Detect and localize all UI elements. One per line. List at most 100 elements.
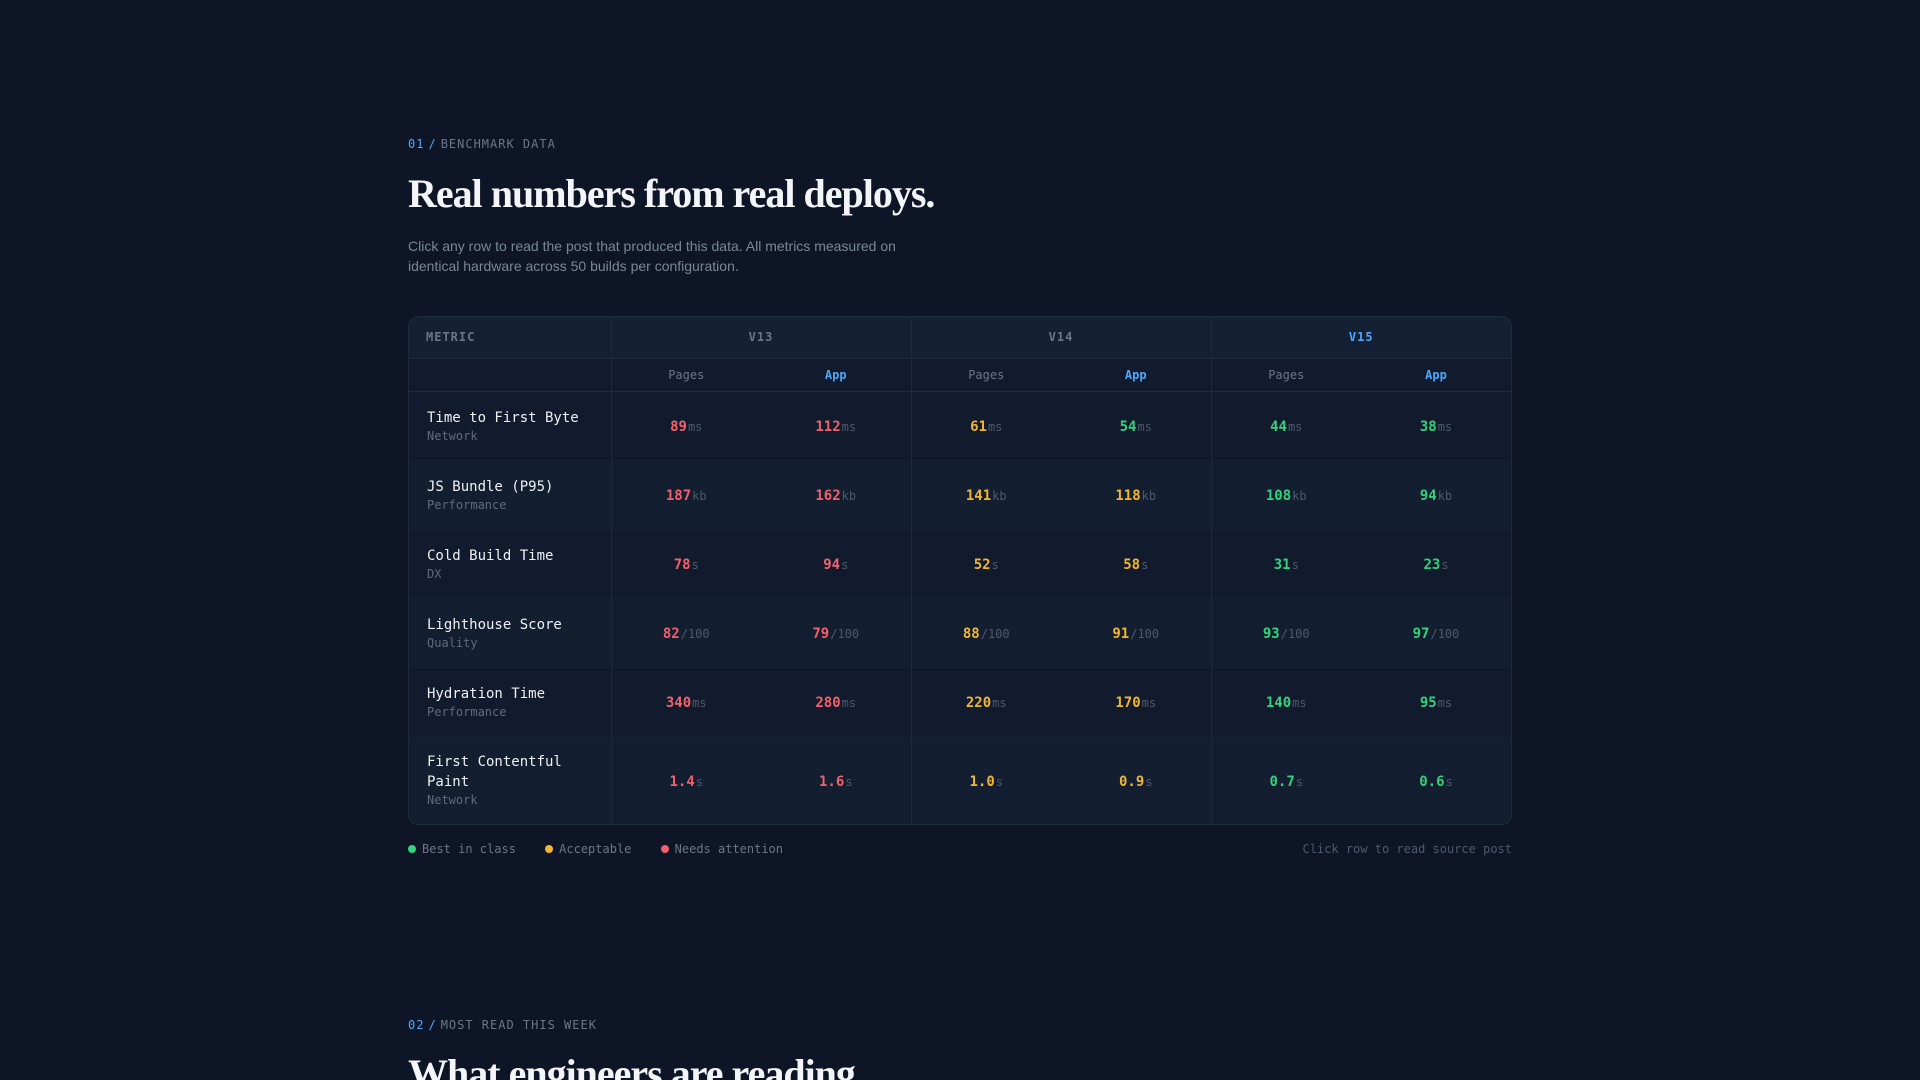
metric-cell: Cold Build Time DX xyxy=(409,529,611,598)
metric-sub-header-empty xyxy=(409,358,611,392)
metric-value: 118 xyxy=(1115,488,1141,504)
metric-value: 340 xyxy=(665,695,692,711)
value-cell: 118kb xyxy=(1061,460,1211,529)
section-label: BENCHMARK DATA xyxy=(440,137,556,151)
value-cell: 97/100 xyxy=(1361,598,1511,667)
value-cell: 280ms xyxy=(761,667,911,736)
metric-column-header: METRIC xyxy=(409,317,611,359)
legend-dot-green xyxy=(408,845,416,853)
value-cell: 58s xyxy=(1061,529,1211,598)
metric-value: 97 xyxy=(1412,626,1430,642)
value-cell: 93/100 xyxy=(1210,598,1361,667)
section-label: MOST READ THIS WEEK xyxy=(440,1018,597,1032)
value-cell: 89ms xyxy=(610,391,761,460)
metric-name: Cold Build Time xyxy=(427,547,554,564)
metric-value: 44 xyxy=(1270,419,1287,435)
metric-value: 162 xyxy=(815,488,841,504)
value-cell: 54ms xyxy=(1061,391,1211,460)
metric-value: 0.9 xyxy=(1118,773,1145,790)
legend-label: Acceptable xyxy=(559,842,632,856)
value-cell: 1.6s xyxy=(761,736,911,824)
metric-unit: s xyxy=(1295,774,1304,789)
value-cell: 91/100 xyxy=(1061,598,1211,667)
metric-value: 140 xyxy=(1265,695,1292,711)
value-cell: 220ms xyxy=(910,667,1061,736)
legend-item-attention: Needs attention xyxy=(660,842,784,856)
table-row[interactable]: Hydration Time Performance 340 ms 280ms 220ms… xyxy=(409,667,1511,736)
section-eyebrow: 01/BENCHMARK DATA xyxy=(408,137,556,151)
metric-unit: s xyxy=(1291,558,1299,572)
metric-value: 52 xyxy=(973,557,991,573)
section-title: What engineers are reading xyxy=(408,1051,856,1080)
metric-unit: ms xyxy=(841,420,857,434)
metric-value: 38 xyxy=(1419,419,1437,435)
sub-header-pages: Pages xyxy=(910,358,1061,392)
metric-cell: Time to First Byte Network xyxy=(409,391,611,460)
value-cell: 162kb xyxy=(761,460,911,529)
metric-value: 61 xyxy=(970,419,987,435)
metric-name: Lighthouse Score xyxy=(427,616,562,633)
metric-name: First Contentful Paint xyxy=(427,754,562,791)
metric-name: Hydration Time xyxy=(427,685,546,702)
table-row[interactable]: Time to First Byte Network 89ms 112ms 61ms 54… xyxy=(409,391,1511,460)
metric-unit: s xyxy=(1441,558,1449,572)
metric-value: 31 xyxy=(1273,557,1291,573)
metric-category: DX xyxy=(427,566,442,581)
metric-unit: s xyxy=(991,558,999,572)
metric-cell: Hydration Time Performance xyxy=(409,667,611,736)
metric-value: 88 xyxy=(962,626,980,642)
metric-unit: ms xyxy=(1292,696,1307,710)
metric-value: 91 xyxy=(1112,626,1130,642)
benchmark-table: METRIC V13 V14 V15 Pages App Pages App P… xyxy=(408,316,1512,825)
value-cell: 0.7s xyxy=(1210,736,1361,824)
table-sub-header: Pages App Pages App Pages App xyxy=(409,358,1511,392)
version-header-v14: V14 xyxy=(910,317,1211,359)
value-cell: 78s xyxy=(610,529,761,598)
metric-value: 0.7 xyxy=(1269,773,1295,790)
metric-unit: kb xyxy=(841,489,857,503)
metric-unit: /100 xyxy=(680,627,710,641)
value-cell: 38ms xyxy=(1361,391,1511,460)
metric-value: 54 xyxy=(1119,419,1137,435)
sub-header-app: App xyxy=(1061,358,1211,392)
version-header-v13: V13 xyxy=(610,317,911,359)
value-cell: 112ms xyxy=(761,391,911,460)
metric-value: 108 xyxy=(1265,488,1292,504)
sub-header-pages: Pages xyxy=(1210,358,1361,392)
table-row[interactable]: JS Bundle (P95) Performance 187kb 162kb 141k… xyxy=(409,460,1511,529)
metric-value: 89 xyxy=(670,419,687,435)
version-header-v15: V15 xyxy=(1210,317,1511,359)
legend-label: Needs attention xyxy=(674,842,784,856)
metric-unit: /100 xyxy=(1430,627,1460,641)
metric-unit: ms xyxy=(1437,420,1453,434)
value-cell: 79/100 xyxy=(761,598,911,667)
section-title: Real numbers from real deploys. xyxy=(408,171,935,216)
value-cell: 0.6s xyxy=(1361,736,1511,824)
table-row[interactable]: Cold Build Time DX 78s 94s 52s 58s 31s 23s xyxy=(409,529,1511,598)
table-row[interactable]: First Contentful Paint Network 1.4s 1.6s 1.0… xyxy=(409,736,1511,824)
metric-unit: /100 xyxy=(1280,627,1310,641)
value-cell: 23s xyxy=(1361,529,1511,598)
metric-cell: JS Bundle (P95) Performance xyxy=(409,460,611,529)
eyebrow-separator: / xyxy=(428,137,437,151)
value-cell: 95ms xyxy=(1361,667,1511,736)
table-row[interactable]: Lighthouse Score Quality 82/100 79/100 88/10… xyxy=(409,598,1511,667)
metric-unit: s xyxy=(1145,774,1153,789)
metric-value: 1.6 xyxy=(818,773,845,790)
metric-unit: kb xyxy=(1292,489,1307,503)
metric-unit: s xyxy=(841,558,849,572)
metric-category: Performance xyxy=(427,497,507,512)
metric-value: 94 xyxy=(1419,488,1437,504)
metric-value: 94 xyxy=(823,557,841,573)
value-cell: 44ms xyxy=(1210,391,1361,460)
value-cell: 88/100 xyxy=(910,598,1061,667)
legend-dot-amber xyxy=(545,845,554,853)
value-cell: 61ms xyxy=(910,391,1061,460)
value-cell: 82/100 xyxy=(610,598,761,667)
metric-name: Time to First Byte xyxy=(427,409,579,426)
value-cell: 1.0s xyxy=(910,736,1061,824)
section-eyebrow: 02/MOST READ THIS WEEK xyxy=(408,1018,597,1032)
value-cell: 52s xyxy=(910,529,1061,598)
metric-value: 93 xyxy=(1262,626,1280,642)
value-cell: 170ms xyxy=(1061,667,1211,736)
